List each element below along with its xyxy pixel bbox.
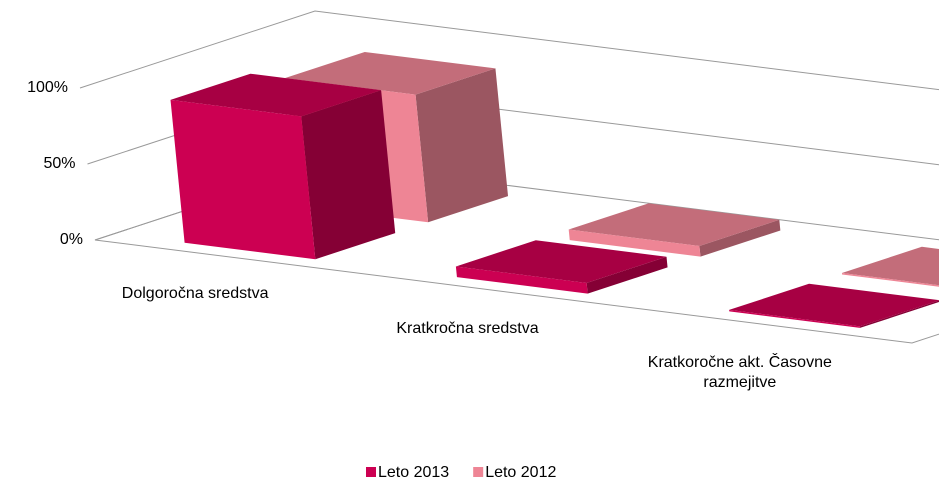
bar (729, 283, 939, 328)
y-tick-label: 100% (27, 79, 68, 96)
x-tick-label: Kratkročna sredstva (396, 319, 539, 337)
bar-front (568, 229, 701, 257)
bar-front (455, 266, 588, 294)
bar-front (841, 272, 939, 287)
bar-front (170, 99, 316, 260)
legend-label: Leto 2013 (378, 464, 449, 481)
bar-front (729, 309, 860, 328)
bar-side (301, 90, 396, 260)
legend-swatch (366, 467, 376, 477)
bar (841, 246, 939, 287)
bar-side (586, 256, 668, 294)
bar-top (568, 203, 780, 246)
bar-top (729, 283, 939, 327)
bar-side (415, 68, 509, 223)
bar (568, 203, 781, 257)
legend-label: Leto 2012 (485, 464, 556, 481)
bar (170, 73, 396, 260)
bar-top (170, 73, 382, 117)
bar-side (859, 300, 939, 328)
y-tick-label: 50% (43, 155, 75, 172)
x-tick-label: Dolgoročna sredstva (121, 285, 269, 303)
grid-line (79, 10, 939, 91)
x-tick-label: Kratkoročne akt. Časovne razmejitve (647, 353, 832, 391)
bar-side (699, 219, 781, 257)
bar-top (455, 240, 667, 283)
bar (455, 240, 668, 294)
legend-swatch (473, 467, 484, 477)
bar-top (284, 51, 496, 95)
bar-top (841, 246, 939, 286)
y-tick-label: 0% (60, 231, 83, 248)
bar (284, 51, 509, 223)
